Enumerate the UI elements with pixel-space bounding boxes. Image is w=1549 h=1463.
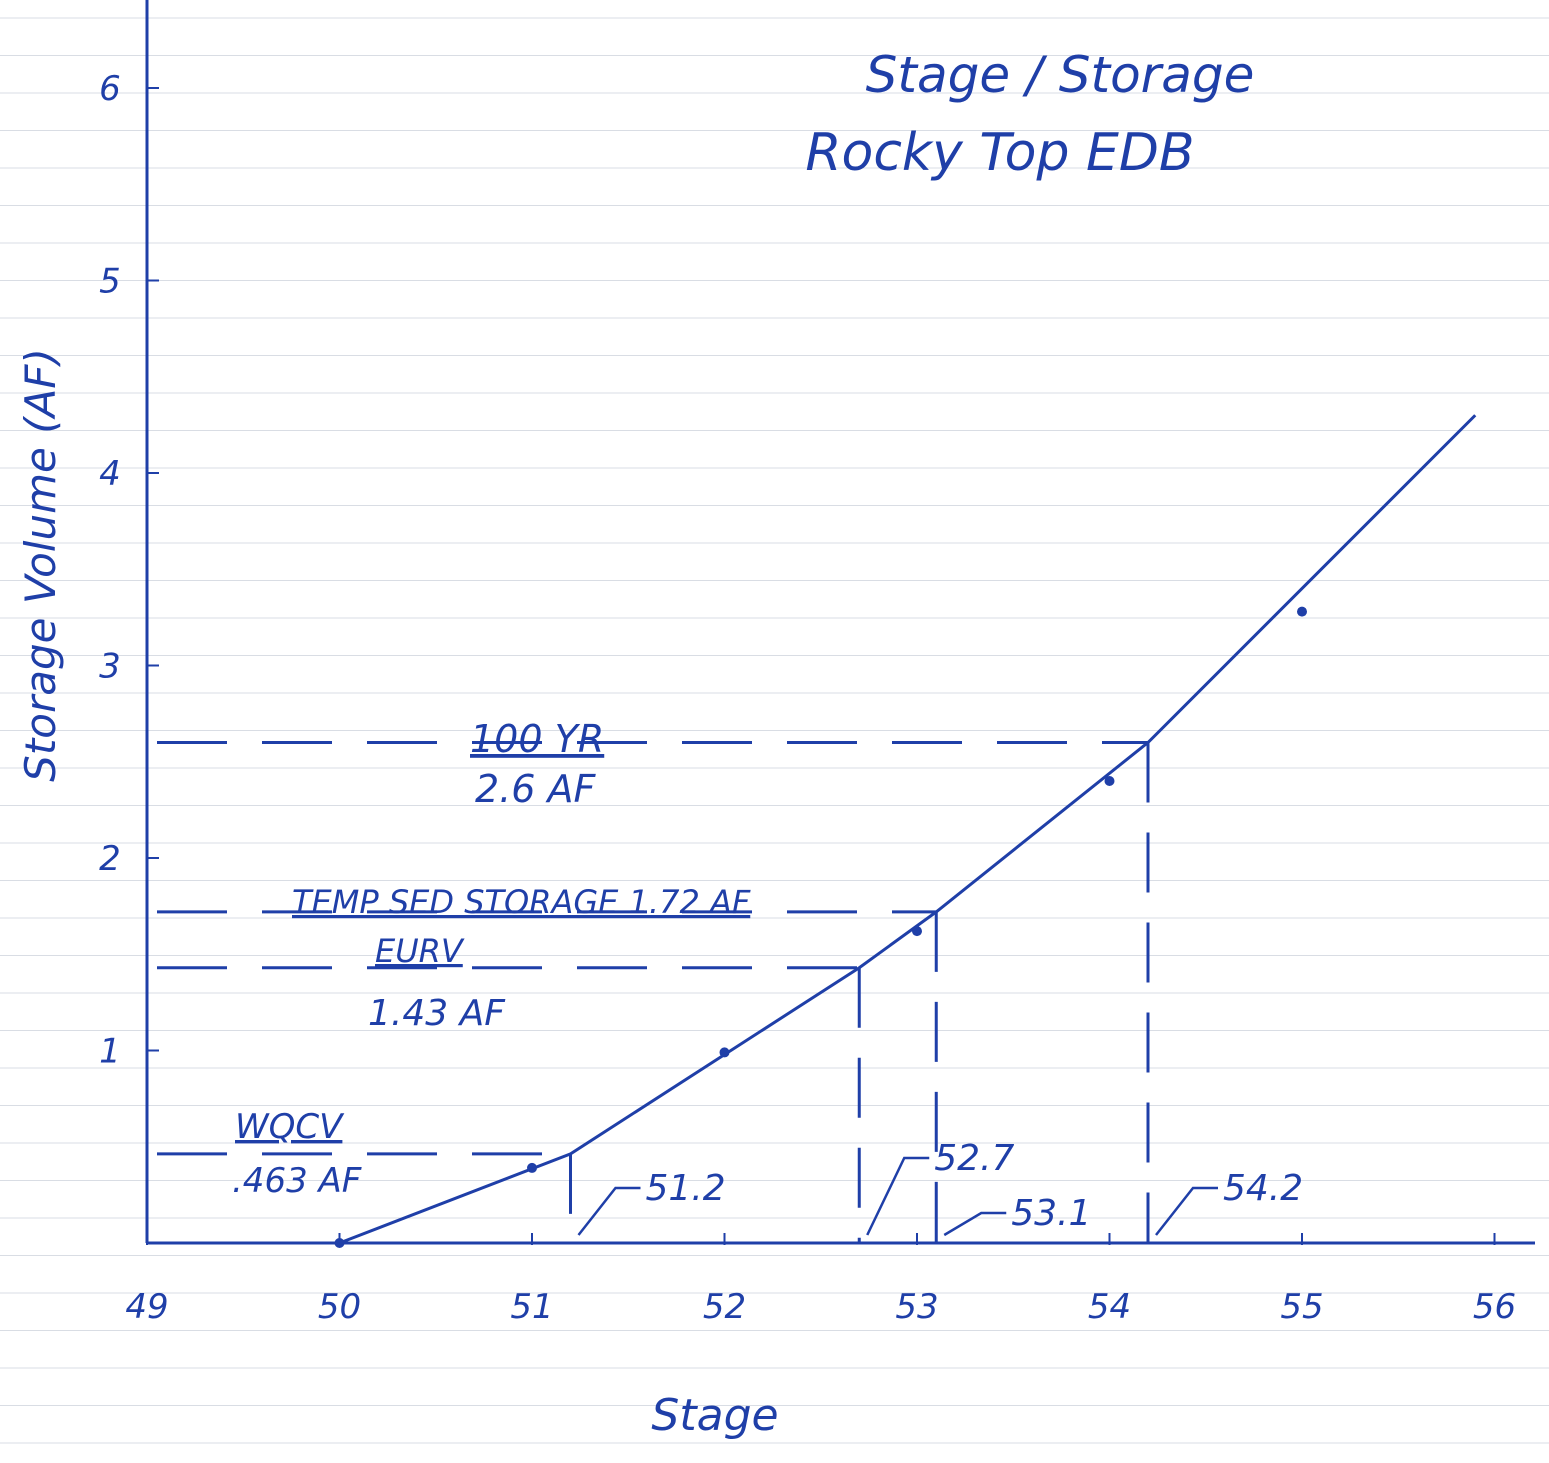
series [334,414,1477,1248]
series-line [338,414,1477,1245]
y-tick-label: 2 [99,839,121,879]
x-tick-label: 51 [510,1287,553,1327]
chart-subtitle: Rocky Top EDB [805,123,1194,183]
stage-callout-leader [577,1186,641,1236]
reference-label: WQCV [235,1107,345,1147]
axes [145,0,1535,1245]
stage-callout-label: 51.2 [646,1168,726,1209]
reference-label: EURV [375,932,465,970]
x-tick-label: 56 [1473,1287,1516,1327]
reference-level: 54.2 [157,741,1303,1243]
stage-callout-leader [866,1156,930,1236]
reference-levels: 54.2 53.1 52.7 51.2 100 YR 2.6 AF TEMP SED STO… [157,717,1303,1243]
y-tick-label: 3 [99,647,121,687]
data-point [719,1047,730,1058]
data-point [1104,776,1115,786]
data-point [912,926,922,937]
chart-title: Stage / Storage [866,46,1255,104]
x-tick-label: 53 [895,1287,938,1327]
y-tick-label: 4 [99,454,121,494]
stage-callout-label: 54.2 [1223,1168,1303,1209]
y-tick-label: 1 [99,1032,121,1072]
y-axis-title: Storage Volume (AF) [16,348,65,782]
reference-value-label: 1.43 AF [368,993,506,1034]
reference-level: 53.1 [157,910,1091,1243]
x-tick-label: 49 [125,1287,168,1327]
reference-label: TEMP SED STORAGE 1.72 AF [292,883,751,921]
x-axis-ticks: 49 50 51 52 53 54 55 56 [125,1233,1516,1327]
stage-callout-label: 52.7 [934,1138,1014,1179]
y-axis-ticks: 1 2 3 4 5 6 [99,69,159,1072]
reference-value-label: 2.6 AF [475,767,597,811]
titles: Stage Storage Volume (AF) Stage / Storage R… [16,46,1254,1441]
reference-value-label: .463 AF [232,1161,362,1201]
data-point [1297,606,1307,617]
x-tick-label: 55 [1280,1287,1323,1327]
notebook-rules [0,17,1549,1444]
x-tick-label: 50 [318,1287,361,1327]
data-point [334,1238,345,1248]
stage-callout-leader [1155,1186,1218,1236]
y-tick-label: 5 [99,262,121,302]
reference-label: 100 YR [470,717,604,761]
y-tick-label: 6 [99,69,121,109]
x-axis-title: Stage [651,1390,778,1441]
x-tick-label: 52 [703,1287,746,1327]
reference-level: 52.7 [157,966,1015,1243]
stage-callout-label: 53.1 [1011,1193,1091,1234]
stage-callout-leader [943,1211,1007,1237]
reference-level: 51.2 [157,1152,726,1243]
data-point [527,1162,537,1173]
x-tick-label: 54 [1088,1287,1131,1327]
